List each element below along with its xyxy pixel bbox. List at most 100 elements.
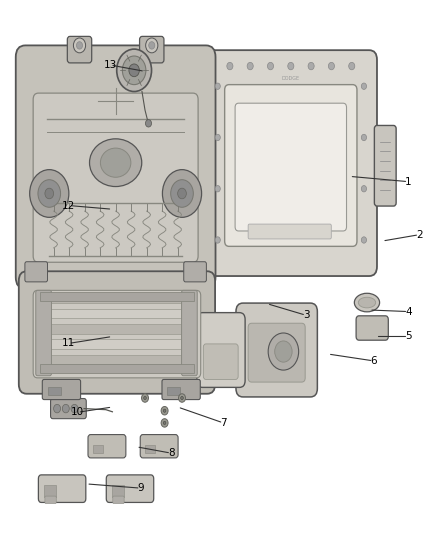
FancyBboxPatch shape (197, 313, 245, 387)
Bar (41, 340, 193, 349)
Circle shape (171, 180, 193, 207)
FancyBboxPatch shape (356, 316, 389, 340)
Circle shape (268, 333, 299, 370)
Circle shape (361, 134, 367, 141)
FancyBboxPatch shape (88, 434, 126, 458)
Circle shape (163, 409, 166, 413)
Circle shape (144, 397, 146, 400)
Text: 9: 9 (138, 483, 144, 493)
Circle shape (149, 42, 155, 49)
FancyBboxPatch shape (374, 125, 396, 206)
Circle shape (62, 405, 69, 413)
Circle shape (227, 62, 233, 70)
FancyBboxPatch shape (236, 303, 318, 397)
Circle shape (308, 62, 314, 70)
FancyBboxPatch shape (162, 379, 200, 400)
Circle shape (275, 341, 292, 362)
Circle shape (215, 83, 220, 90)
Bar (145, 445, 155, 453)
Circle shape (163, 421, 166, 424)
Circle shape (74, 38, 85, 53)
Bar (112, 486, 124, 497)
Circle shape (361, 83, 367, 90)
Text: 11: 11 (62, 338, 75, 349)
Circle shape (129, 64, 139, 77)
Circle shape (162, 169, 201, 217)
Circle shape (288, 62, 294, 70)
Text: 2: 2 (416, 230, 423, 240)
Circle shape (38, 180, 60, 207)
Circle shape (349, 62, 355, 70)
FancyBboxPatch shape (50, 399, 86, 419)
FancyBboxPatch shape (182, 290, 197, 376)
Bar (47, 387, 60, 395)
Text: 5: 5 (405, 332, 412, 342)
Text: 1: 1 (405, 176, 412, 187)
Ellipse shape (354, 293, 380, 312)
Bar (44, 486, 56, 497)
FancyBboxPatch shape (33, 93, 198, 262)
FancyBboxPatch shape (25, 262, 47, 282)
Text: DODGE: DODGE (282, 76, 300, 81)
Circle shape (117, 49, 152, 92)
Circle shape (161, 407, 168, 415)
Circle shape (361, 237, 367, 243)
FancyBboxPatch shape (67, 36, 92, 63)
Ellipse shape (358, 297, 376, 308)
FancyBboxPatch shape (36, 290, 51, 376)
Circle shape (361, 185, 367, 192)
Circle shape (141, 394, 148, 402)
Circle shape (146, 38, 158, 53)
Circle shape (247, 62, 253, 70)
Text: 13: 13 (103, 60, 117, 70)
FancyBboxPatch shape (235, 103, 346, 231)
Ellipse shape (89, 139, 142, 187)
Text: 4: 4 (405, 306, 412, 317)
Circle shape (181, 397, 184, 400)
Text: 10: 10 (71, 407, 84, 417)
FancyBboxPatch shape (248, 224, 331, 239)
Circle shape (215, 134, 220, 141)
Bar (93, 445, 103, 453)
FancyBboxPatch shape (42, 379, 81, 400)
FancyBboxPatch shape (33, 290, 201, 378)
Circle shape (215, 185, 220, 192)
Circle shape (77, 42, 82, 49)
Circle shape (178, 188, 186, 199)
FancyBboxPatch shape (140, 434, 178, 458)
FancyBboxPatch shape (203, 344, 238, 379)
Circle shape (215, 237, 220, 243)
Bar (41, 309, 193, 318)
FancyBboxPatch shape (19, 271, 215, 394)
Circle shape (268, 62, 274, 70)
Circle shape (122, 56, 146, 85)
Circle shape (53, 405, 60, 413)
Circle shape (328, 62, 335, 70)
Circle shape (71, 405, 78, 413)
FancyBboxPatch shape (225, 85, 357, 246)
Text: 7: 7 (220, 418, 226, 428)
Circle shape (30, 169, 69, 217)
Text: 8: 8 (168, 448, 174, 458)
Bar (167, 387, 180, 395)
FancyBboxPatch shape (140, 36, 164, 63)
Text: 3: 3 (303, 310, 309, 320)
Text: 6: 6 (370, 356, 377, 366)
Circle shape (145, 119, 152, 127)
FancyBboxPatch shape (45, 496, 56, 504)
Bar (40, 293, 194, 301)
Circle shape (45, 188, 53, 199)
FancyBboxPatch shape (248, 323, 305, 382)
Bar (41, 354, 193, 364)
Bar (41, 324, 193, 334)
FancyBboxPatch shape (16, 45, 215, 289)
FancyBboxPatch shape (106, 475, 154, 503)
Text: 12: 12 (62, 200, 75, 211)
FancyBboxPatch shape (184, 262, 206, 282)
Circle shape (161, 419, 168, 427)
FancyBboxPatch shape (39, 475, 86, 503)
Bar (41, 294, 193, 303)
Ellipse shape (100, 148, 131, 177)
Circle shape (179, 394, 185, 402)
FancyBboxPatch shape (205, 50, 377, 276)
